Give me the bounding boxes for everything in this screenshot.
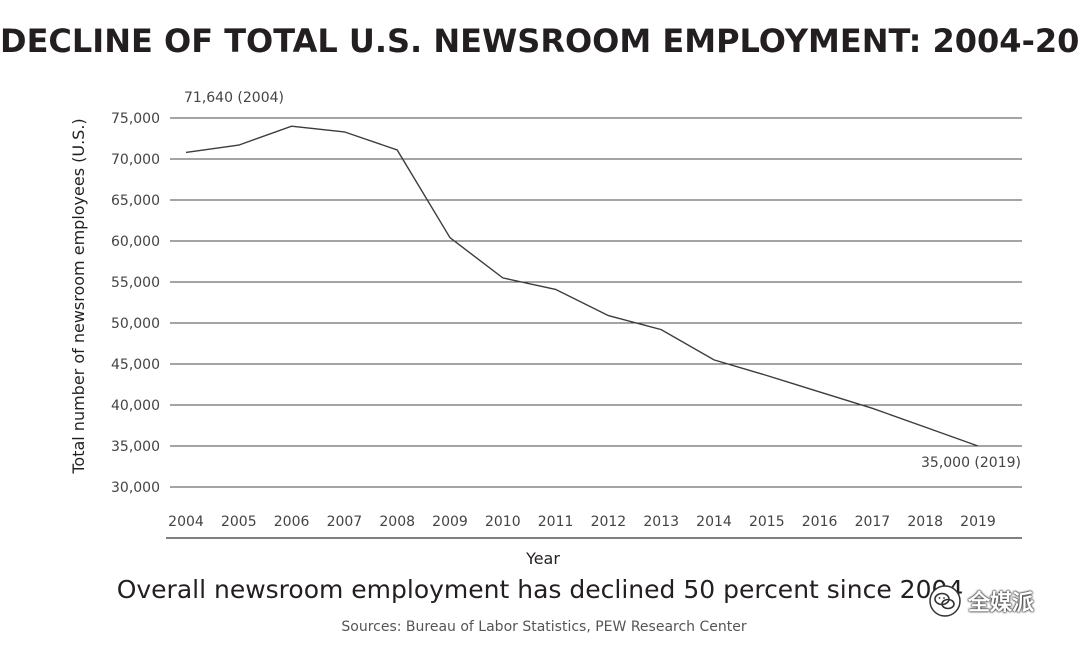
wechat-icon — [929, 585, 961, 617]
x-axis-label: Year — [525, 549, 560, 568]
y-tick-label: 35,000 — [111, 439, 160, 455]
x-axis-ticks: 2004 2005 2006 2007 2008 2009 2010 2011 2012 2013… — [168, 514, 996, 530]
watermark-text: 全媒派 — [968, 591, 1035, 616]
x-tick-label: 2015 — [749, 514, 785, 530]
line-chart: 30,000 35,000 40,000 45,000 50,000 55,000 60,0… — [69, 90, 1022, 568]
x-tick-label: 2018 — [907, 514, 943, 530]
y-tick-label: 60,000 — [111, 234, 160, 250]
x-tick-label: 2016 — [802, 514, 838, 530]
y-tick-label: 55,000 — [111, 275, 160, 291]
y-tick-label: 40,000 — [111, 398, 160, 414]
sources-note: Sources: Bureau of Labor Statistics, PEW… — [341, 619, 747, 635]
y-axis-label: Total number of newsroom employees (U.S.… — [69, 118, 88, 474]
chart-title: DECLINE OF TOTAL U.S. NEWSROOM EMPLOYMEN… — [0, 22, 1080, 60]
x-tick-label: 2006 — [274, 514, 310, 530]
x-tick-label: 2005 — [221, 514, 257, 530]
y-tick-label: 45,000 — [111, 357, 160, 373]
x-tick-label: 2012 — [591, 514, 627, 530]
y-axis-ticks: 30,000 35,000 40,000 45,000 50,000 55,000 60,0… — [111, 111, 160, 496]
y-tick-label: 30,000 — [111, 480, 160, 496]
x-tick-label: 2008 — [379, 514, 415, 530]
y-tick-label: 65,000 — [111, 193, 160, 209]
x-tick-label: 2011 — [538, 514, 574, 530]
annotation-end: 35,000 (2019) — [921, 455, 1021, 471]
x-tick-label: 2019 — [960, 514, 996, 530]
series-line — [185, 125, 979, 447]
x-tick-label: 2007 — [327, 514, 363, 530]
y-tick-label: 75,000 — [111, 111, 160, 127]
x-tick-label: 2013 — [643, 514, 679, 530]
x-tick-label: 2014 — [696, 514, 732, 530]
caption: Overall newsroom employment has declined… — [116, 575, 964, 604]
x-tick-label: 2017 — [855, 514, 891, 530]
y-tick-label: 50,000 — [111, 316, 160, 332]
x-tick-label: 2009 — [432, 514, 468, 530]
x-tick-label: 2010 — [485, 514, 521, 530]
annotation-start: 71,640 (2004) — [184, 90, 284, 106]
x-tick-label: 2004 — [168, 514, 204, 530]
watermark: 全媒派 — [928, 584, 1034, 618]
gridlines — [170, 117, 1022, 488]
y-tick-label: 70,000 — [111, 152, 160, 168]
